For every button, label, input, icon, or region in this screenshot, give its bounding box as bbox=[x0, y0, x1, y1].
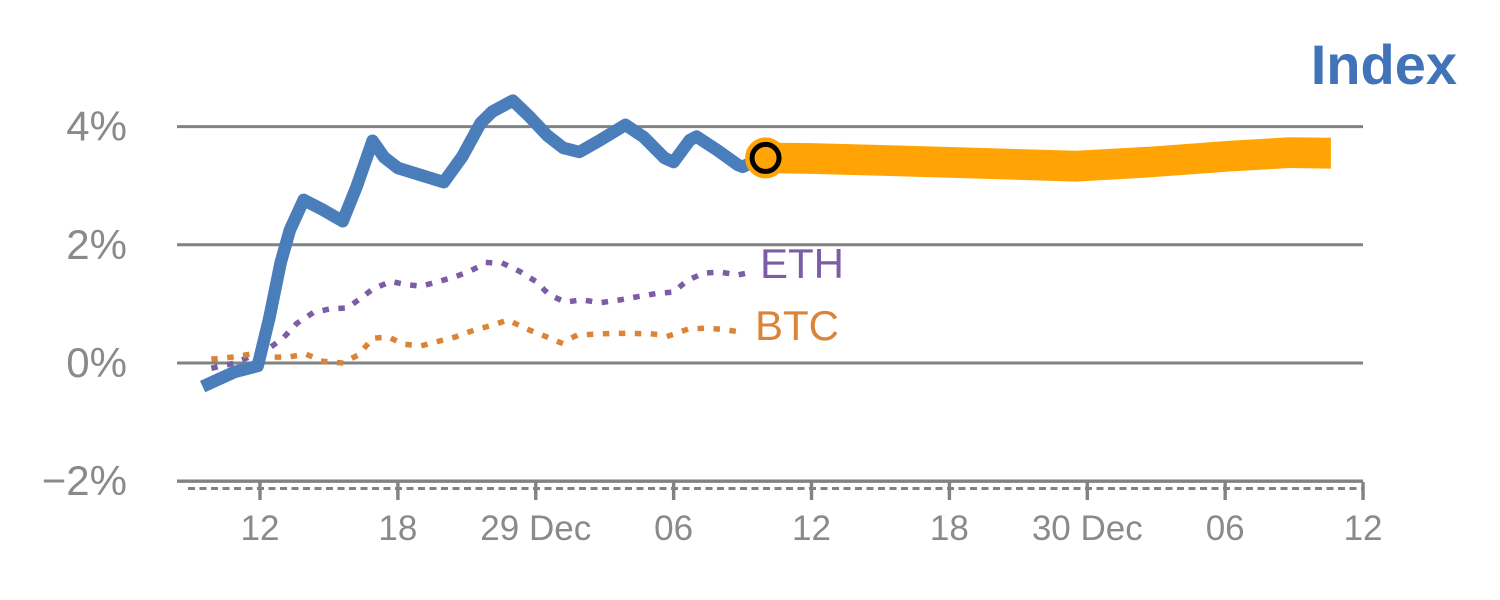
x-tick-label: 30 Dec bbox=[1032, 509, 1143, 548]
forecast-band bbox=[765, 137, 1331, 182]
y-tick-label: −2% bbox=[42, 457, 127, 504]
x-tick-label: 29 Dec bbox=[480, 509, 591, 548]
x-tick-label: 12 bbox=[792, 509, 831, 548]
index-line bbox=[199, 94, 768, 393]
eth-series-label: ETH bbox=[760, 240, 844, 287]
eth-line bbox=[210, 259, 756, 371]
x-tick-label: 06 bbox=[654, 509, 693, 548]
btc-series-label: BTC bbox=[755, 302, 839, 349]
series-layer bbox=[199, 94, 1331, 393]
gridlines-layer: 4% 2% 0% −2% bbox=[42, 103, 1363, 504]
y-tick-label: 4% bbox=[66, 103, 127, 150]
labels-layer: ETH BTC Index bbox=[755, 33, 1457, 349]
x-tick-label: 06 bbox=[1206, 509, 1245, 548]
x-axis-layer: 12 18 29 Dec 06 12 18 30 Dec 06 12 bbox=[188, 482, 1383, 548]
x-tick-label: 18 bbox=[930, 509, 969, 548]
x-tick-label: 12 bbox=[241, 509, 280, 548]
y-tick-label: 0% bbox=[66, 339, 127, 386]
btc-line bbox=[210, 317, 746, 366]
y-tick-label: 2% bbox=[66, 221, 127, 268]
marker-layer bbox=[745, 137, 787, 179]
endpoint-marker bbox=[749, 141, 782, 174]
chart-title: Index bbox=[1311, 33, 1457, 96]
x-tick-label: 12 bbox=[1344, 509, 1383, 548]
x-tick-label: 18 bbox=[378, 509, 417, 548]
